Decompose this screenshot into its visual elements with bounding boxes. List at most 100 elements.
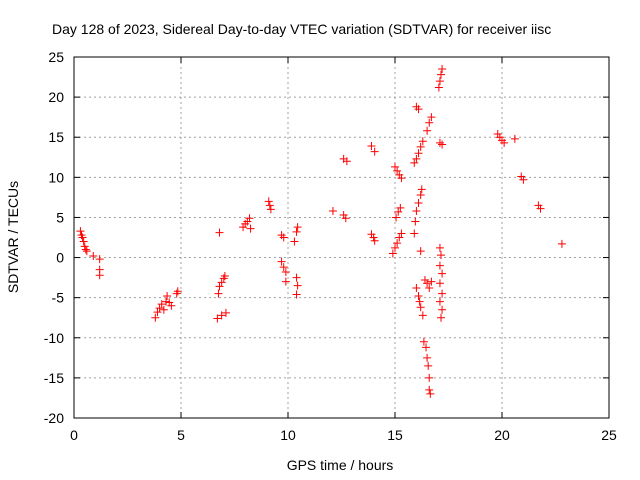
data-point <box>435 138 444 147</box>
data-point <box>215 282 224 291</box>
data-point <box>510 134 519 143</box>
data-point <box>157 300 166 309</box>
data-point <box>397 174 406 183</box>
data-point <box>416 190 425 199</box>
data-point <box>89 251 98 260</box>
data-point <box>437 313 446 322</box>
y-tick-label: 20 <box>48 89 64 105</box>
y-tick-label: -15 <box>44 370 64 386</box>
data-point <box>517 172 526 181</box>
data-point <box>423 279 432 288</box>
data-point <box>167 301 176 310</box>
data-point <box>153 308 162 317</box>
data-point <box>163 292 172 301</box>
data-point <box>243 217 252 226</box>
data-point <box>292 227 301 236</box>
data-point <box>396 203 405 212</box>
data-point <box>370 236 379 245</box>
data-point <box>425 118 434 127</box>
data-point <box>416 303 425 312</box>
data-point <box>214 289 223 298</box>
data-points <box>76 65 566 398</box>
data-point <box>369 233 378 242</box>
data-point <box>279 233 288 242</box>
data-point <box>414 149 423 158</box>
x-tick-label: 5 <box>177 427 185 443</box>
data-point <box>293 281 302 290</box>
data-point <box>424 361 433 370</box>
data-point <box>412 207 421 216</box>
data-point <box>536 204 545 213</box>
data-point <box>423 353 432 362</box>
data-point <box>414 105 423 114</box>
data-point <box>415 297 424 306</box>
data-point <box>82 247 91 256</box>
data-point <box>438 65 447 74</box>
data-point <box>239 223 248 232</box>
data-point <box>341 214 350 223</box>
data-point <box>435 77 444 86</box>
data-point <box>423 126 432 135</box>
data-point <box>173 287 182 296</box>
data-point <box>162 297 171 306</box>
data-point <box>437 70 446 79</box>
data-point <box>418 311 427 320</box>
x-tick-label: 10 <box>280 427 296 443</box>
y-tick-label: 5 <box>56 209 64 225</box>
data-point <box>411 217 420 226</box>
data-point <box>422 343 431 352</box>
data-point <box>414 199 423 208</box>
data-point <box>370 147 379 156</box>
data-point <box>277 257 286 266</box>
data-point <box>79 237 88 246</box>
data-point <box>395 170 404 179</box>
data-point <box>393 239 402 248</box>
y-axis-label: SDTVAR / TECUs <box>5 181 21 293</box>
data-point <box>266 205 275 214</box>
data-point <box>435 243 444 252</box>
data-point <box>342 157 351 166</box>
grid-layer <box>74 57 609 418</box>
y-tick-label: -20 <box>44 410 64 426</box>
data-point <box>438 289 447 298</box>
data-point <box>281 277 290 286</box>
data-point <box>367 230 376 239</box>
data-point <box>217 278 226 287</box>
data-point <box>534 201 543 210</box>
data-point <box>394 207 403 216</box>
data-point <box>435 279 444 288</box>
data-point <box>155 304 164 313</box>
data-point <box>557 239 566 248</box>
data-point <box>151 313 160 322</box>
plot-frame <box>73 56 610 419</box>
data-point <box>414 292 423 301</box>
data-point <box>434 83 443 92</box>
data-point <box>435 261 444 270</box>
data-point <box>292 273 301 282</box>
data-point <box>393 166 402 175</box>
data-point <box>495 133 504 142</box>
y-tick-label: 25 <box>48 49 64 65</box>
y-tick-label: -10 <box>44 330 64 346</box>
data-point <box>95 255 104 264</box>
data-point <box>427 277 436 286</box>
x-tick-label: 0 <box>70 427 78 443</box>
data-point <box>339 211 348 220</box>
axis-ticks: 0 5 10 15 20 25 -20 -15 -10 -5 0 5 10 15 20 25 <box>44 49 617 443</box>
data-point <box>220 272 229 281</box>
data-point <box>293 223 302 232</box>
data-point <box>425 373 434 382</box>
data-point <box>426 389 435 398</box>
data-point <box>221 308 230 317</box>
data-point <box>425 385 434 394</box>
data-point <box>292 290 301 299</box>
data-point <box>416 247 425 256</box>
data-point <box>264 197 273 206</box>
data-point <box>165 298 174 307</box>
x-tick-label: 20 <box>494 427 510 443</box>
data-point <box>410 158 419 167</box>
data-point <box>213 314 222 323</box>
data-point <box>437 251 446 260</box>
chart-title: Day 128 of 2023, Sidereal Day-to-day VTE… <box>52 21 551 37</box>
